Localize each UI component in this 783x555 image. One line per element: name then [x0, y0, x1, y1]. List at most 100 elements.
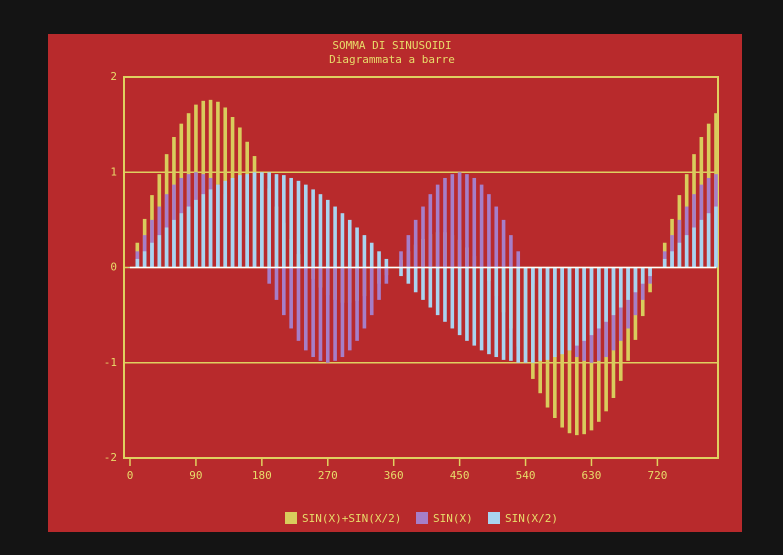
bar	[472, 178, 476, 268]
bar	[282, 175, 286, 267]
bar	[641, 268, 645, 284]
x-tick-label: 720	[647, 469, 667, 482]
bar	[421, 207, 425, 268]
bar	[319, 194, 323, 267]
bar	[209, 189, 213, 267]
bar	[289, 178, 293, 268]
bar	[494, 268, 498, 358]
bar	[568, 268, 572, 351]
bar	[714, 207, 718, 268]
bar	[333, 207, 337, 268]
x-tick-label: 540	[516, 469, 536, 482]
bar	[502, 268, 506, 360]
bar	[450, 268, 454, 329]
bar	[319, 268, 323, 361]
bar	[377, 268, 381, 300]
bar	[136, 259, 140, 268]
bar	[458, 172, 462, 267]
bar	[634, 268, 638, 293]
bar	[700, 220, 704, 268]
bar	[443, 178, 447, 268]
bar	[282, 268, 286, 316]
bar	[487, 194, 491, 267]
bar	[289, 268, 293, 329]
bar	[502, 220, 506, 268]
bar	[487, 268, 491, 355]
x-tick-label: 0	[127, 469, 134, 482]
bar	[494, 207, 498, 268]
bar	[509, 268, 513, 361]
bar	[407, 235, 411, 267]
bar	[194, 200, 198, 268]
bar	[399, 251, 403, 267]
bar	[436, 185, 440, 268]
bar	[267, 172, 271, 267]
bar	[612, 268, 616, 316]
bar	[443, 268, 447, 322]
bar	[297, 181, 301, 268]
x-tick-label: 450	[450, 469, 470, 482]
bar	[326, 200, 330, 268]
bar	[678, 243, 682, 268]
bar	[341, 213, 345, 267]
bar	[201, 194, 205, 267]
bar	[458, 268, 462, 336]
bar	[429, 194, 433, 267]
bar	[538, 268, 542, 361]
bar	[582, 268, 586, 341]
bar	[311, 268, 315, 358]
bar	[421, 268, 425, 300]
bar	[480, 268, 484, 351]
bar	[560, 268, 564, 355]
bar	[626, 268, 630, 300]
bar	[575, 268, 579, 346]
bar	[260, 172, 264, 267]
bar	[429, 268, 433, 308]
bar	[297, 268, 301, 341]
y-tick-label: -2	[104, 451, 117, 464]
y-tick-label: 1	[110, 165, 117, 178]
bar	[524, 268, 528, 363]
bar	[399, 268, 403, 277]
bar	[516, 268, 520, 363]
bar	[223, 181, 227, 268]
bar	[355, 227, 359, 267]
legend-swatch	[416, 512, 428, 524]
bar	[663, 259, 667, 268]
bar	[509, 235, 513, 267]
bar	[304, 185, 308, 268]
legend-swatch	[285, 512, 297, 524]
bar	[516, 251, 520, 267]
bar	[648, 268, 652, 277]
bar	[304, 268, 308, 351]
bar	[685, 235, 689, 267]
bar	[385, 268, 389, 284]
bar	[238, 175, 242, 267]
bar	[670, 251, 674, 267]
bar	[341, 268, 345, 358]
bar	[253, 172, 257, 267]
bar	[157, 235, 161, 267]
legend-label: SIN(X/2)	[505, 512, 558, 525]
bar	[472, 268, 476, 346]
bar	[707, 213, 711, 267]
bar	[165, 227, 169, 267]
bar	[414, 268, 418, 293]
bar	[370, 268, 374, 316]
x-tick-label: 630	[582, 469, 602, 482]
bar	[465, 268, 469, 341]
legend-swatch	[488, 512, 500, 524]
legend-label: SIN(X)+SIN(X/2)	[302, 512, 401, 525]
bar	[377, 251, 381, 267]
bar	[531, 268, 535, 363]
x-tick-label: 180	[252, 469, 272, 482]
bar	[333, 268, 337, 361]
bar	[692, 227, 696, 267]
bar	[363, 268, 367, 329]
bar	[385, 259, 389, 268]
bar	[143, 251, 147, 267]
bar	[179, 213, 183, 267]
x-tick-label: 360	[384, 469, 404, 482]
bar	[348, 220, 352, 268]
bar	[619, 268, 623, 308]
